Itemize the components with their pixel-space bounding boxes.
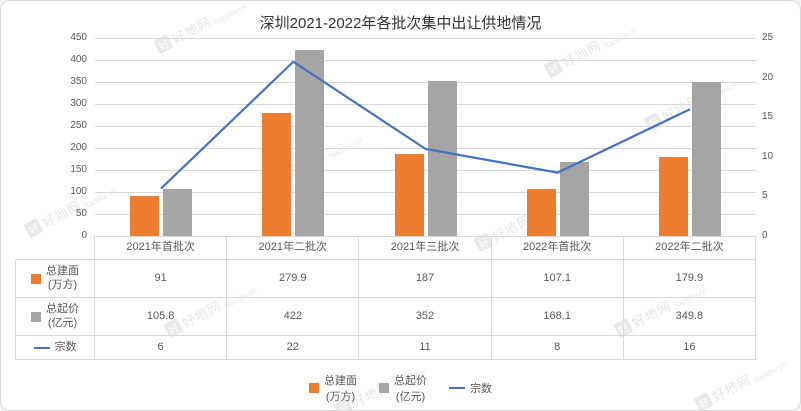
bar-group	[227, 38, 359, 236]
bar-总建面	[658, 156, 688, 236]
value-cell: 349.8	[623, 298, 756, 336]
bar-group	[359, 38, 491, 236]
legend-key-宗数	[33, 346, 50, 349]
legend: 总建面 (万方) 总起价 (亿元) 宗数	[15, 372, 786, 404]
chart-title: 深圳2021-2022年各批次集中出让供地情况	[259, 15, 542, 32]
bar-series-layer	[95, 38, 756, 236]
value-cell: 107.1	[491, 260, 624, 298]
legend-label: 宗数	[470, 383, 492, 395]
bar-总起价	[427, 81, 457, 236]
axis-tick-right: 10	[762, 150, 774, 162]
legend-key-宗数	[449, 387, 465, 389]
gridline	[95, 214, 756, 215]
value-cell: 16	[623, 336, 756, 360]
axis-tick-left: 400	[70, 54, 87, 65]
axis-tick-left: 250	[70, 120, 87, 131]
bar-总起价	[691, 82, 721, 236]
value-cell: 105.8	[95, 298, 228, 336]
bar-group	[95, 38, 227, 236]
category-label: 2021年三批次	[359, 236, 492, 260]
row-label-text: 总建面 (万方)	[46, 264, 79, 291]
gridline	[95, 169, 756, 171]
bar-总起价	[295, 50, 325, 236]
value-cell: 422	[227, 298, 360, 336]
value-cell: 8	[491, 336, 624, 360]
bar-总建面	[262, 112, 292, 236]
row-label-text: 宗数	[54, 340, 77, 353]
bar-group	[492, 38, 624, 236]
category-label: 2022年首批次	[491, 236, 624, 260]
bar-总建面	[130, 195, 160, 236]
legend-key-总建面	[309, 383, 319, 393]
gridline	[95, 60, 756, 61]
value-cell: 22	[227, 336, 360, 360]
category-label: 2021年首批次	[95, 236, 228, 260]
legend-item-总起价: 总起价 (亿元)	[379, 372, 427, 404]
axis-tick-left: 150	[70, 163, 87, 175]
row-label: 总建面 (万方)	[15, 260, 95, 298]
line-series	[161, 62, 690, 189]
line-series-layer	[95, 38, 756, 236]
axis-tick-right: 15	[762, 111, 774, 123]
bar-总起价	[163, 189, 193, 236]
y-axis-right: 25 20 15 10 5 0	[756, 33, 786, 241]
row-label: 总起价 (亿元)	[15, 298, 95, 336]
bar-总建面	[526, 188, 556, 236]
gridline	[95, 126, 756, 127]
axis-tick-left: 350	[70, 76, 87, 87]
axis-tick-right: 0	[762, 230, 768, 241]
axis-tick-left: 300	[70, 97, 87, 109]
category-label: 2021年二批次	[227, 236, 360, 260]
row-label: 宗数	[15, 336, 95, 360]
axis-tick-left: 50	[75, 208, 87, 219]
value-cell: 11	[359, 336, 492, 360]
legend-key-总起价	[379, 383, 389, 393]
value-cell: 6	[95, 336, 228, 360]
gridline	[95, 192, 756, 193]
table-corner-cell	[15, 236, 95, 260]
bar-group	[624, 38, 756, 236]
data-table: 2021年首批次 2021年二批次 2021年三批次 2022年首批次 2022年二批次…	[15, 236, 756, 360]
gridline	[95, 103, 756, 105]
axis-tick-right: 20	[762, 71, 774, 83]
gridline	[95, 82, 756, 83]
plot-area-wrapper: 450 400 350 300 250 200 150 100 50 0 25 20 15 10 5 0	[15, 33, 786, 241]
bar-总起价	[559, 162, 589, 236]
axis-tick-left: 0	[81, 230, 87, 241]
gridline	[95, 38, 756, 39]
axis-tick-left: 200	[70, 142, 87, 153]
legend-label: 总起价 (亿元)	[394, 375, 427, 403]
legend-key-总建面	[31, 273, 41, 284]
value-cell: 168.1	[491, 298, 624, 336]
category-label: 2022年二批次	[623, 236, 756, 260]
axis-tick-left: 100	[70, 186, 87, 197]
value-cell: 187	[359, 260, 492, 298]
bar-总建面	[394, 153, 424, 236]
plot-area	[95, 38, 756, 237]
y-axis-left: 450 400 350 300 250 200 150 100 50 0	[15, 33, 95, 241]
value-cell: 352	[359, 298, 492, 336]
value-cell: 279.9	[227, 260, 360, 298]
row-label-text: 总起价 (亿元)	[46, 302, 79, 329]
legend-key-总起价	[31, 311, 41, 322]
value-cell: 91	[95, 260, 228, 298]
axis-tick-right: 5	[762, 190, 768, 202]
axis-tick-left: 450	[70, 32, 87, 43]
value-cell: 179.9	[623, 260, 756, 298]
legend-label: 总建面 (万方)	[324, 375, 357, 403]
axis-tick-right: 25	[762, 32, 774, 43]
legend-item-总建面: 总建面 (万方)	[309, 372, 357, 404]
legend-item-宗数: 宗数	[449, 380, 492, 396]
